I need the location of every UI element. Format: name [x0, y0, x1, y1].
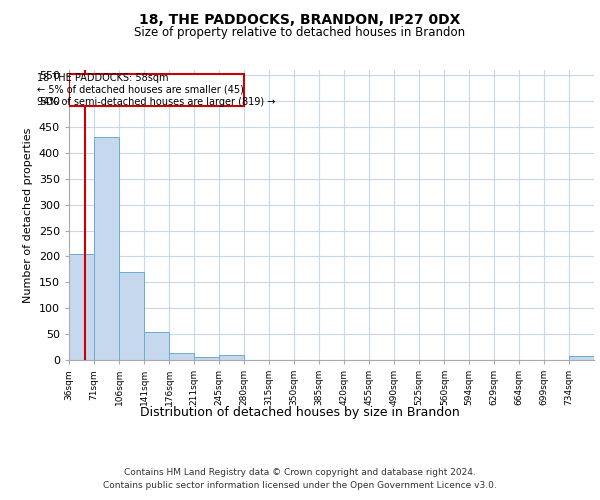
- Text: Contains public sector information licensed under the Open Government Licence v3: Contains public sector information licen…: [103, 482, 497, 490]
- Bar: [119, 272, 144, 360]
- Y-axis label: Number of detached properties: Number of detached properties: [23, 128, 33, 302]
- Bar: [218, 355, 244, 360]
- Bar: [94, 138, 119, 360]
- Text: 18, THE PADDOCKS, BRANDON, IP27 0DX: 18, THE PADDOCKS, BRANDON, IP27 0DX: [139, 12, 461, 26]
- Bar: [69, 254, 94, 360]
- Text: Distribution of detached houses by size in Brandon: Distribution of detached houses by size …: [140, 406, 460, 419]
- Bar: [69, 74, 244, 106]
- Bar: [169, 354, 194, 360]
- Bar: [144, 332, 169, 360]
- Text: Size of property relative to detached houses in Brandon: Size of property relative to detached ho…: [134, 26, 466, 39]
- Bar: [569, 356, 594, 360]
- Text: Contains HM Land Registry data © Crown copyright and database right 2024.: Contains HM Land Registry data © Crown c…: [124, 468, 476, 477]
- Bar: [194, 358, 220, 360]
- Text: 18 THE PADDOCKS: 58sqm
← 5% of detached houses are smaller (45)
94% of semi-deta: 18 THE PADDOCKS: 58sqm ← 5% of detached …: [37, 74, 275, 106]
